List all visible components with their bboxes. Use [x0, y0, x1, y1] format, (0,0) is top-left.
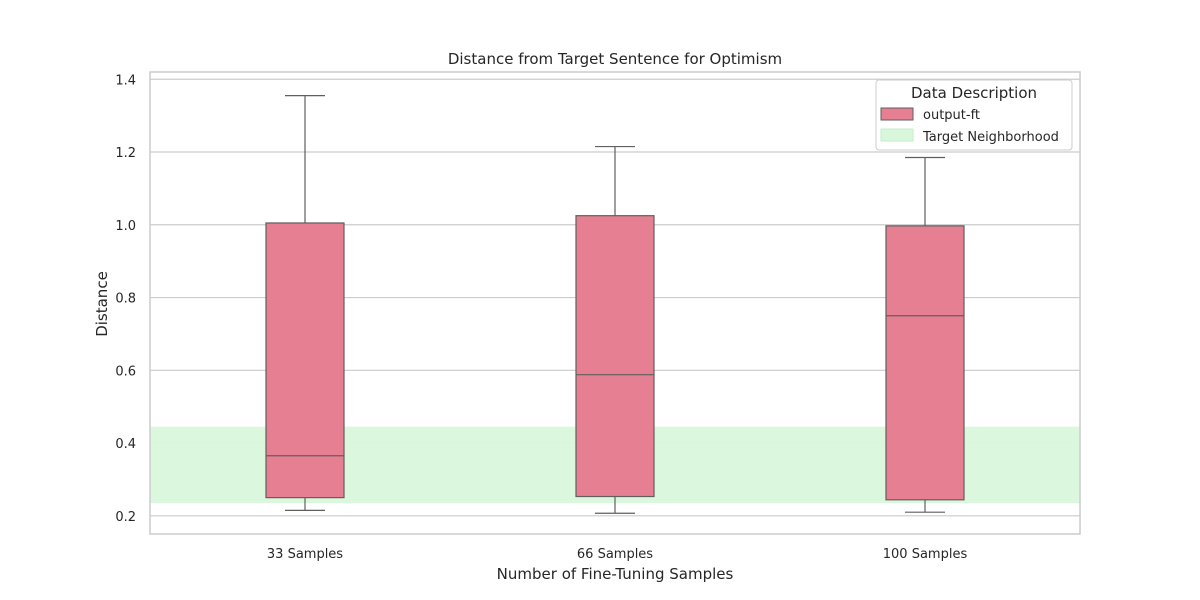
legend-title: Data Description	[911, 84, 1037, 102]
box-group	[575, 145, 655, 514]
y-tick-label: 1.0	[115, 219, 136, 234]
x-tick-label: 66 Samples	[577, 547, 653, 562]
box-group	[265, 95, 345, 511]
y-tick-label: 1.2	[115, 146, 136, 161]
box-iqr	[265, 222, 345, 499]
box-group	[885, 156, 965, 513]
legend-frame	[875, 79, 1073, 151]
legend-label-output-ft: output-ft	[923, 108, 980, 123]
chart-title: Distance from Target Sentence for Optimi…	[448, 50, 782, 68]
plot-frame	[149, 71, 1081, 535]
box-iqr	[885, 225, 965, 501]
legend-swatch-output-ft	[880, 107, 914, 121]
boxes	[265, 95, 965, 514]
y-tick-label: 0.8	[115, 292, 136, 307]
legend-swatch-target-neighborhood	[880, 128, 914, 142]
legend: Data Description output-ft Target Neighb…	[875, 79, 1073, 151]
y-tick-label: 0.6	[115, 364, 136, 379]
x-tick-label: 33 Samples	[267, 547, 343, 562]
x-axis-label: Number of Fine-Tuning Samples	[497, 565, 734, 583]
y-tick-label: 0.4	[115, 437, 136, 452]
x-tick-label: 100 Samples	[883, 547, 968, 562]
y-axis-label: Distance	[93, 271, 111, 337]
legend-label-target-neighborhood: Target Neighborhood	[922, 130, 1059, 145]
box-iqr	[575, 215, 655, 498]
tick-labels: 0.2 0.4 0.6 0.8 1.0 1.2 1.4 33 Samples 66 Sample…	[115, 73, 967, 562]
y-tick-label: 0.2	[115, 510, 136, 525]
y-tick-label: 1.4	[115, 73, 136, 88]
